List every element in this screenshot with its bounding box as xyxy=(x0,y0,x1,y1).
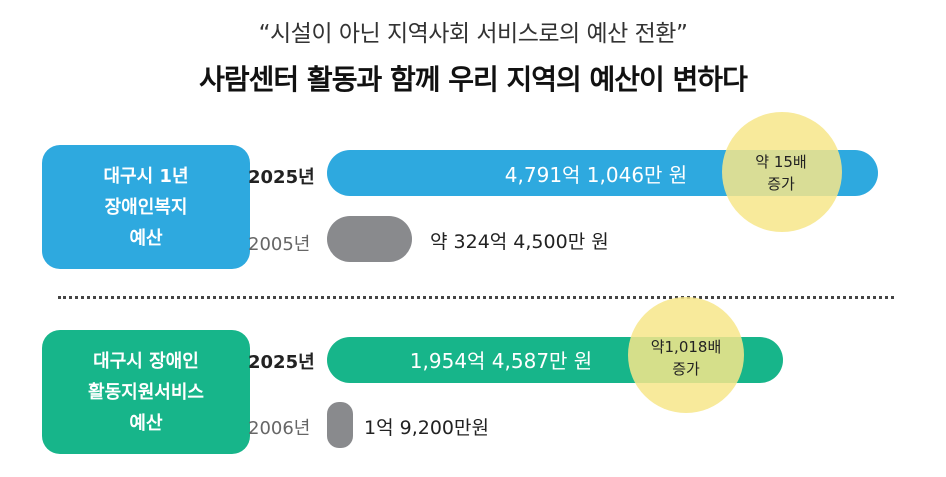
bar-support-2006 xyxy=(327,402,353,448)
section-divider xyxy=(58,296,894,299)
year-label-2025-support: 2025년 xyxy=(248,352,315,373)
increase-label-welfare: 약 15배 xyxy=(755,153,806,171)
value-label-welfare-2025: 4,791억 1,046만 원 xyxy=(505,163,687,187)
year-label-2006: 2006년 xyxy=(248,418,311,439)
category-label-disability-welfare: 대구시 1년 장애인복지 예산 xyxy=(42,145,250,269)
year-label-2005: 2005년 xyxy=(248,234,311,255)
increase-sub-label-welfare: 증가 xyxy=(767,175,795,193)
increase-highlight-circle-support xyxy=(628,297,744,413)
bar-welfare-2005 xyxy=(327,216,412,262)
page-title: 사람센터 활동과 함께 우리 지역의 예산이 변하다 xyxy=(199,63,748,96)
value-label-welfare-2005: 약 324억 4,500만 원 xyxy=(430,231,609,253)
increase-highlight-circle-welfare xyxy=(722,112,842,232)
value-label-support-2025: 1,954억 4,587만 원 xyxy=(410,349,592,373)
year-label-2025-welfare: 2025년 xyxy=(248,167,315,188)
value-label-support-2006: 1억 9,200만원 xyxy=(364,417,489,439)
subtitle: “시설이 아닌 지역사회 서비스로의 예산 전환” xyxy=(258,21,688,47)
increase-sub-label-support: 증가 xyxy=(672,360,700,378)
category-label-activity-support: 대구시 장애인 활동지원서비스 예산 xyxy=(42,330,250,454)
increase-label-support: 약1,018배 xyxy=(651,338,722,356)
